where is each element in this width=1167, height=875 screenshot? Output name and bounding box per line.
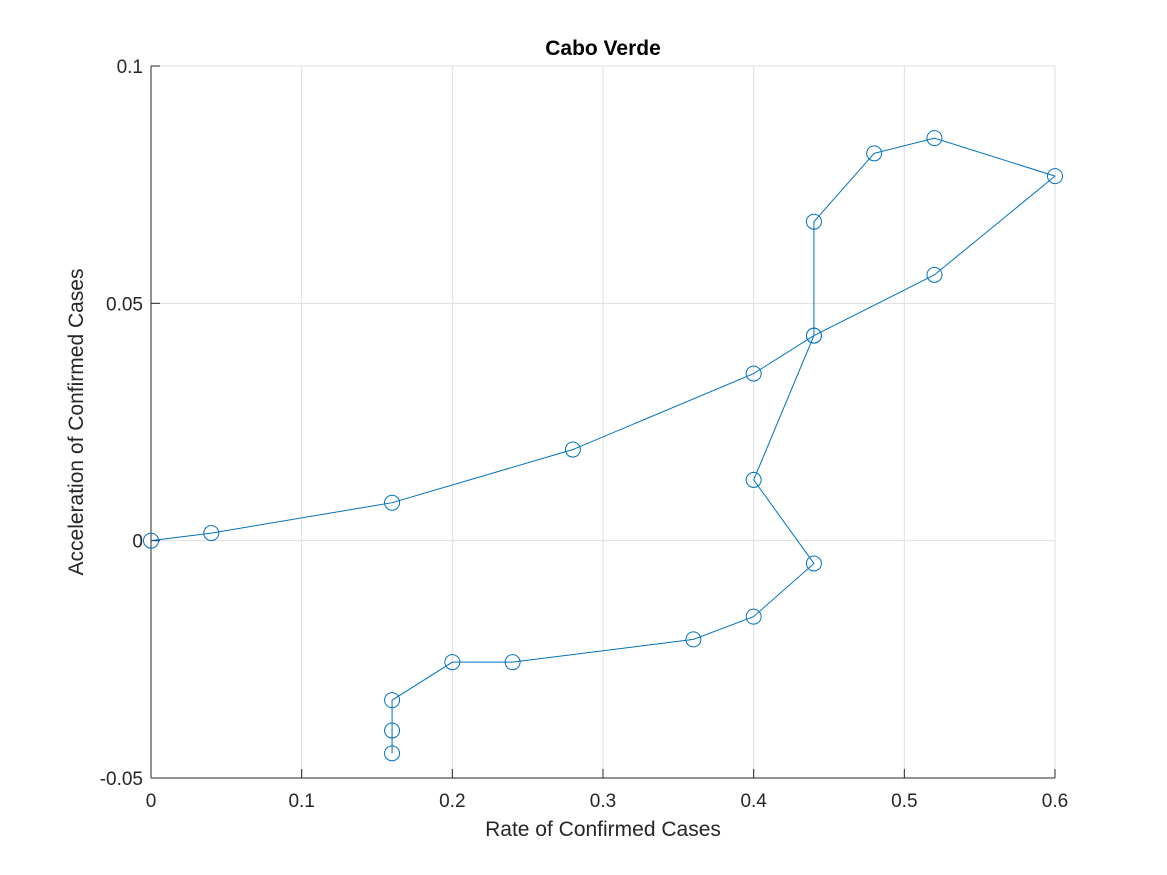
data-point-marker (926, 266, 943, 283)
y-axis-label: Acceleration of Confirmed Cases (65, 269, 88, 576)
data-point-marker (805, 555, 822, 572)
data-point-marker (745, 365, 762, 382)
data-point-marker (745, 608, 762, 625)
y-tick-label: -0.05 (100, 769, 143, 790)
data-point-marker (745, 471, 762, 488)
chart-title: Cabo Verde (545, 37, 661, 60)
x-tick-label: 0.2 (439, 791, 465, 812)
x-tick-label: 0.1 (288, 791, 314, 812)
data-point-marker (866, 145, 883, 162)
data-point-marker (384, 692, 401, 709)
data-point-marker (805, 327, 822, 344)
data-point-marker (444, 654, 461, 671)
data-point-marker (504, 654, 521, 671)
series-line (150, 137, 1057, 754)
data-series (143, 130, 1063, 762)
data-point-marker (143, 532, 159, 549)
x-tick-label: 0.5 (891, 791, 917, 812)
y-tick-label: 0.05 (106, 294, 143, 315)
y-tick-label: 0 (132, 532, 143, 553)
data-point-marker (564, 441, 581, 458)
data-point-marker (926, 130, 943, 147)
x-tick-label: 0.4 (740, 791, 767, 812)
data-point-marker (384, 722, 401, 739)
data-point-marker (384, 494, 401, 511)
data-point-marker (805, 213, 822, 230)
data-point-marker (203, 525, 220, 542)
data-point-marker (384, 745, 401, 762)
data-point-marker (685, 631, 702, 648)
y-tick-label: 0.1 (117, 57, 143, 78)
x-tick-label: 0.6 (1042, 791, 1068, 812)
x-tick-label: 0 (146, 791, 157, 812)
x-axis-label: Rate of Confirmed Cases (485, 818, 721, 841)
x-tick-label: 0.3 (590, 791, 616, 812)
data-point-marker (1047, 168, 1063, 185)
